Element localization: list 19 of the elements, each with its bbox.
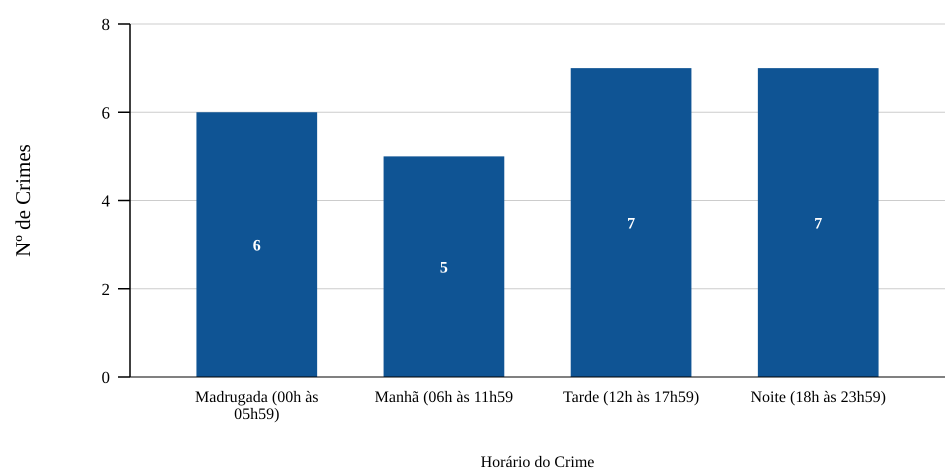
y-tick-label: 0 — [102, 368, 110, 387]
x-tick-label: Noite (18h às 23h59) — [750, 389, 886, 406]
bar — [758, 68, 879, 377]
x-tick-label: Manhã (06h às 11h59 — [374, 389, 514, 406]
y-axis-title: Nº de Crimes — [11, 144, 35, 257]
data-label: 6 — [252, 238, 261, 255]
y-tick-label: 8 — [102, 15, 110, 34]
x-axis-title: Horário do Crime — [480, 454, 594, 470]
y-tick-label: 2 — [102, 280, 110, 299]
y-tick-label: 6 — [102, 103, 110, 122]
bar — [384, 156, 504, 377]
bar — [570, 68, 692, 377]
data-label: 7 — [627, 216, 636, 233]
x-tick-label: Madrugada (00h às 05h59) — [195, 389, 319, 423]
y-tick-label: 4 — [102, 192, 110, 210]
data-label: 7 — [814, 216, 822, 233]
bar — [196, 112, 318, 377]
data-label: 5 — [440, 260, 448, 277]
x-tick-label: Tarde (12h às 17h59) — [562, 389, 700, 406]
